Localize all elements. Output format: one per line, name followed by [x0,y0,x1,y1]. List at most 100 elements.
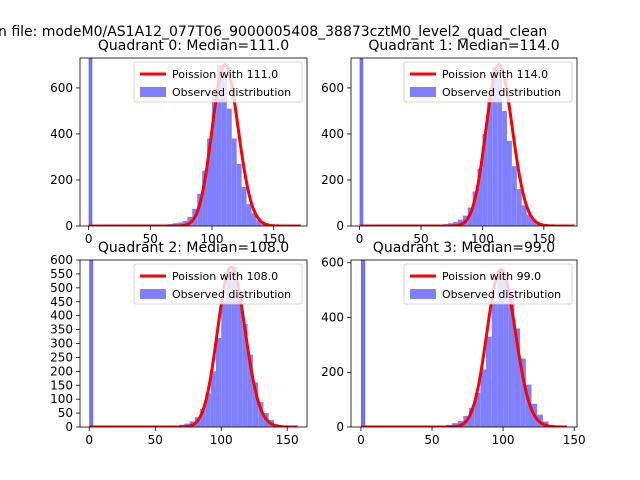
legend-label: Poission with 108.0 [172,270,278,283]
legend-label: Observed distribution [172,86,291,99]
histogram-bar [207,138,213,226]
histogram-bar [200,408,206,427]
y-tick-label: 550 [50,267,73,281]
legend-patch-swatch [140,289,166,299]
y-tick-label: 200 [321,173,344,187]
y-tick-label: 50 [58,406,73,420]
y-tick-label: 350 [50,323,73,337]
histogram-bar [216,64,222,226]
y-tick-label: 0 [65,420,73,434]
y-tick-label: 300 [50,337,73,351]
histogram-bar [451,423,458,427]
x-tick-label: 50 [148,433,163,447]
x-tick-label: 150 [532,232,555,246]
histogram-bar [516,189,522,226]
histogram-bar [531,220,537,226]
histogram-bar [236,163,242,226]
panel-title: Quadrant 2: Median=108.0 [98,240,289,256]
histogram-bar [258,401,264,427]
histogram-bar [212,97,217,226]
histogram-bar [508,298,515,427]
y-tick-label: 150 [50,378,73,392]
figure-suptitle: n file: modeM0/AS1A12_077T06_9000005408_… [0,24,547,40]
y-tick-label: 200 [50,173,73,187]
histogram-bar [231,138,237,226]
histogram-bar [487,97,493,226]
x-tick-label: 0 [357,433,365,447]
legend-box [403,61,573,103]
histogram-bar [491,301,498,427]
histogram-bar [480,369,487,427]
histogram-bar [457,219,463,226]
legend: Poission with 114.0 Observed distribution [403,61,573,103]
axes-frame [79,57,308,227]
histogram-bar [231,266,238,427]
axes-frame [350,57,578,227]
y-tick-label: 600 [50,253,73,267]
histogram-bar [252,382,259,427]
histogram-bar [472,191,478,226]
histogram-bar [197,193,203,226]
histogram-bar [360,260,366,427]
x-tick-label: 50 [143,232,158,246]
y-tick-label: 400 [321,310,344,324]
plot-area [89,260,298,427]
x-tick-label: 150 [276,433,299,447]
histogram-bar [502,110,507,226]
histogram-bar [474,392,481,427]
poisson-line [88,63,302,226]
histogram-bar [514,328,521,427]
legend-box [403,263,573,305]
axes-frame [350,259,578,428]
legend-label: Observed distribution [442,288,561,301]
x-tick-label: 0 [85,232,93,246]
panel-title: Quadrant 1: Median=114.0 [368,38,559,54]
histogram-bar [241,186,247,226]
poisson-line [359,63,575,226]
x-tick-label: 50 [424,433,439,447]
legend-patch-swatch [410,87,436,97]
histogram-bar [221,301,227,427]
histogram-bar [226,271,232,427]
y-tick-label: 400 [321,127,344,141]
histogram-bar [511,166,517,226]
legend-patch-swatch [410,289,436,299]
panel-2: Quadrant 2: Median=108.00 50 100 1500501001… [50,240,308,447]
x-tick-label: 100 [210,433,233,447]
histogram-bar [247,354,253,427]
x-tick-label: 100 [471,232,494,246]
histogram-bar [226,108,232,226]
histogram-bar [242,324,248,427]
x-tick-label: 0 [356,232,364,246]
panel-title: Quadrant 3: Median=99.0 [373,240,555,256]
x-tick-label: 100 [492,433,515,447]
legend-box [133,263,303,305]
histogram-bar [202,170,208,226]
y-tick-label: 600 [50,81,73,95]
panel-title: Quadrant 0: Median=111.0 [98,38,289,54]
histogram-bar [497,78,503,226]
histogram-bar [497,270,504,427]
histogram-bar [221,76,227,226]
plot-area [359,58,575,226]
histogram-bar [215,337,222,427]
histogram-bar [452,221,458,226]
histogram-bar [482,133,488,226]
y-tick-label: 250 [50,350,73,364]
legend-patch-swatch [140,87,166,97]
histogram-bar [506,140,512,226]
y-tick-label: 0 [336,420,344,434]
legend-box [133,61,303,103]
y-tick-label: 600 [321,81,344,95]
legend-label: Poission with 99.0 [442,270,541,283]
histogram-bar [521,205,527,226]
histogram-bar [246,204,252,226]
histogram-bar [89,260,94,427]
panel-3: Quadrant 3: Median=99.0 0 50 100 150 0 200 400 6… [321,240,586,447]
legend: Poission with 99.0 Observed distribution [403,263,573,305]
histogram-bar [477,168,483,226]
y-tick-label: 100 [50,392,73,406]
legend-label: Observed distribution [442,86,561,99]
histogram-bar [359,58,364,226]
